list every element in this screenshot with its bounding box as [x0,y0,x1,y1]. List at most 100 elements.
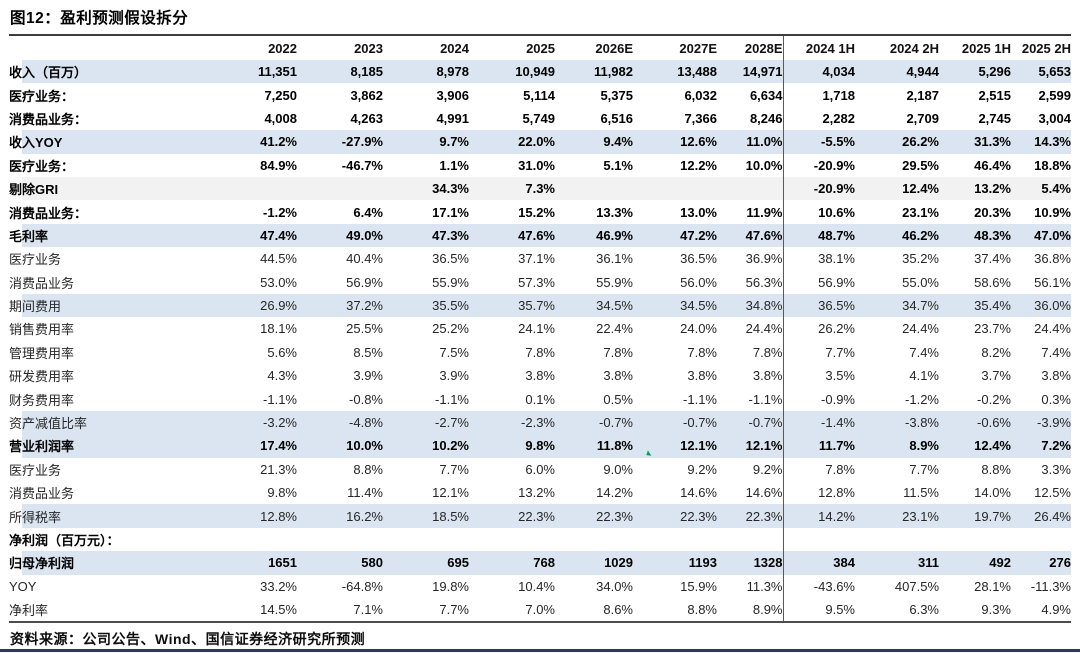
source-note: 资料来源：公司公告、Wind、国信证券经济研究所预测 [10,631,366,647]
cell: -1.1% [683,391,717,407]
cell: 14,971 [742,64,783,80]
table-row: 净利润（百万元）： [9,527,1071,552]
cell: 35.2% [902,251,939,267]
cell: 24.1% [518,321,555,337]
cell: 14.0% [974,485,1011,501]
cell: 55.0% [902,274,939,290]
row-label: 医疗业务 [9,462,62,478]
cell: 276 [1049,555,1071,571]
cell: -3.9% [1037,415,1071,431]
cell: -11.3% [1030,578,1071,594]
cell: 11,982 [593,64,633,80]
cell [633,528,717,551]
cell: 34.0% [596,578,633,594]
cell: 16.2% [346,508,383,524]
table-row: 消费品业务： 4,008 4,263 4,991 5,749 6,516 7,366 8,24… [9,106,1071,131]
table-row: 研发费用率 4.3% 3.9% 3.9% 3.8% 3.8% 3.8% 3.8% 3.5% 4.1… [9,364,1071,388]
cell: 26.4% [1034,508,1071,524]
cell: 5,296 [978,64,1011,80]
cell: 12.4% [902,181,939,197]
row-label: 收入YOY [9,135,63,151]
cell: 23.1% [902,204,939,220]
cell [383,528,469,551]
cell: 11.0% [746,134,783,150]
cell: 33.2% [260,578,297,594]
cell: 3.8% [1041,368,1071,384]
cell: 11,351 [257,64,297,80]
table-row: 消费品业务： -1.2% 6.4% 17.1% 15.2% 13.3% 13.0% 11.9%… [9,200,1071,224]
cell: 22.4% [596,321,633,337]
cell: 58.6% [974,274,1011,290]
cell: 3.8% [525,368,555,384]
cell: 31.3% [974,134,1011,150]
cell: 18.1% [260,321,297,337]
cell: -0.7% [748,415,783,431]
cell: 1.1% [439,157,469,173]
cell: 7.3% [525,181,555,197]
cell: 12.8% [260,508,297,524]
cell: 7.7% [439,461,469,477]
table-row: 期间费用 26.9% 37.2% 35.5% 35.7% 34.5% 34.5% 34.8% 3… [9,293,1071,318]
cell: -20.9% [782,176,855,201]
column-header: 2027E [679,40,717,56]
cell: 56.9% [346,274,383,290]
table-row: 医疗业务 21.3% 8.8% 7.7% 6.0% 9.0% 9.2% 9.2% 7.8% 7.7… [9,457,1071,482]
cell: 8.8% [981,461,1011,477]
cell: 7.7% [782,340,855,365]
cell: 36.8% [1034,251,1071,267]
cell: 22.3% [745,508,783,524]
cell: -4.8% [349,415,383,431]
cell: 8,978 [436,64,469,80]
cell: 7.8% [687,344,717,360]
cell: 14.2% [596,485,633,501]
cell: 9.2% [687,461,717,477]
cell: 8,246 [749,110,783,126]
row-label: 财务费用率 [9,392,75,408]
cell: 11.9% [746,204,783,220]
cell: 1193 [688,555,717,571]
cell: 3.7% [981,368,1011,384]
cell: -0.6% [977,415,1011,431]
cell: 22.0% [518,134,555,150]
cell [297,177,383,200]
cell: 7.2% [1041,438,1071,454]
cell: 4.3% [267,368,297,384]
cell: 14.3% [1034,134,1071,150]
table-row: 消费品业务 9.8% 11.4% 12.1% 13.2% 14.2% 14.6% 14.6% 1… [9,481,1071,505]
cell: 6.0% [525,461,555,477]
column-header: 2028E [744,40,783,56]
cell: 7.0% [525,602,555,618]
table-row: 资产减值比率 -3.2% -4.8% -2.7% -2.3% -0.7% -0.7% -0.7… [9,410,1071,435]
cell: 4,034 [782,60,855,84]
cell: 47.6% [518,227,555,243]
cell: 35.7% [518,298,555,314]
cell [855,528,939,551]
cell: 17.4% [260,438,297,454]
cell: 17.1% [432,204,469,220]
cell: 26.2% [782,317,855,341]
cell: 4,263 [350,110,383,126]
cell: 34.5% [680,298,717,314]
cell: 9.2% [752,461,783,477]
row-label: 消费品业务： [9,205,88,221]
cell: -3.2% [263,415,297,431]
cell: 7.8% [525,344,555,360]
cell: 21.3% [260,461,297,477]
cell: 4.9% [1041,602,1071,618]
cell: 13.0% [680,204,717,220]
row-label: 管理费用率 [9,345,75,361]
row-label: 净利率 [9,603,49,619]
cell: 23.1% [902,508,939,524]
cell: 7.7% [909,461,939,477]
cell: 492 [989,555,1011,571]
cell: -20.9% [782,153,855,177]
cell: 3.8% [603,368,633,384]
column-header: 2024 [440,40,469,56]
cell: 12.4% [974,438,1011,454]
cell: 1328 [753,555,783,571]
cell: 36.5% [680,251,717,267]
table-row: 所得税率 12.8% 16.2% 18.5% 22.3% 22.3% 22.3% 22.3% 1… [9,504,1071,528]
cell: 7.8% [782,457,855,482]
cell: 13.2% [974,181,1011,197]
cell: -0.9% [782,387,855,411]
